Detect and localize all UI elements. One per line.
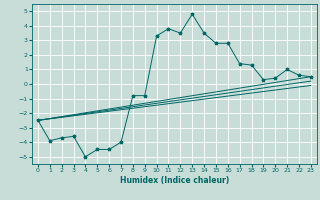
X-axis label: Humidex (Indice chaleur): Humidex (Indice chaleur) — [120, 176, 229, 185]
